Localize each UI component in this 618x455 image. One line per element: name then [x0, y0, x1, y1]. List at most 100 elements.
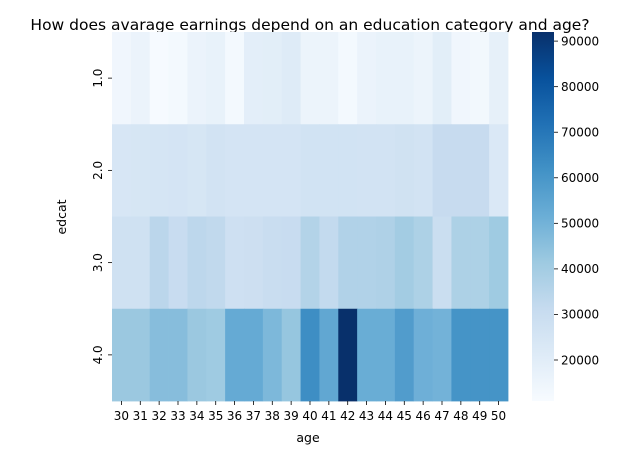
x-tick-label: 48 [453, 409, 468, 423]
x-tick-label: 42 [340, 409, 355, 423]
heatmap-cell [206, 124, 226, 217]
heatmap-cell [187, 308, 207, 402]
heatmap-cell [319, 32, 339, 125]
heatmap-cell [225, 216, 245, 310]
heatmap-cell [187, 32, 207, 125]
heatmap-cell [130, 124, 151, 217]
colorbar-tick-label: 40000 [561, 262, 599, 276]
heatmap-cell [281, 32, 301, 125]
heatmap-cell [338, 308, 358, 402]
heatmap-cell [376, 216, 396, 310]
x-tick-label: 36 [227, 409, 242, 423]
heatmap-cell [244, 216, 264, 310]
heatmap-cell [149, 216, 169, 310]
heatmap-cell [262, 124, 283, 217]
heatmap-cell [206, 216, 226, 310]
heatmap-cell [112, 32, 132, 125]
x-tick-label: 49 [472, 409, 487, 423]
heatmap-cell [489, 124, 509, 217]
heatmap-cell [206, 308, 226, 402]
colorbar-tick-label: 20000 [561, 353, 599, 367]
heatmap-cell [244, 124, 264, 217]
chart-title: How does avarage earnings depend on an e… [30, 16, 589, 34]
x-tick-label: 30 [114, 409, 129, 423]
heatmap-cell [244, 308, 264, 402]
heatmap-cell [432, 216, 452, 310]
heatmap-cell [489, 32, 509, 125]
heatmap-cell [168, 216, 188, 310]
x-tick-label: 38 [265, 409, 280, 423]
x-tick-label: 31 [133, 409, 148, 423]
heatmap-cell [394, 216, 415, 310]
heatmap-cell [338, 32, 358, 125]
heatmap-cell [112, 216, 132, 310]
x-tick-label: 43 [359, 409, 374, 423]
x-tick-label: 45 [397, 409, 412, 423]
heatmap-cell [149, 32, 169, 125]
heatmap-cell [413, 32, 433, 125]
heatmap-cell [187, 124, 207, 217]
x-tick-label: 35 [208, 409, 223, 423]
x-tick-label: 40 [302, 409, 317, 423]
colorbar-ticks: 20000 30000 40000 50000 60000 70000 80000 90000 [554, 34, 599, 367]
y-axis-ticks: 1.0 2.0 3.0 4.0 [91, 69, 112, 364]
heatmap-cell [338, 216, 358, 310]
y-tick-label: 4.0 [91, 345, 105, 364]
heatmap-cell [394, 308, 415, 402]
heatmap-cell [432, 32, 452, 125]
heatmap-cell [281, 124, 301, 217]
heatmap-cell [149, 124, 169, 217]
y-tick-label: 2.0 [91, 161, 105, 180]
heatmap-cell [470, 308, 490, 402]
heatmap-cell [470, 32, 490, 125]
x-tick-label: 32 [152, 409, 167, 423]
heatmap-cell [357, 308, 377, 402]
heatmap-cell [319, 124, 339, 217]
heatmap-cell [300, 124, 320, 217]
heatmap-cell [394, 32, 415, 125]
heatmap-cell [470, 124, 490, 217]
colorbar-tick-label: 60000 [561, 171, 599, 185]
heatmap-cell [168, 32, 188, 125]
heatmap-cell [281, 308, 301, 402]
heatmap-cell [300, 216, 320, 310]
colorbar-tick-label: 70000 [561, 126, 599, 140]
heatmap-cell [413, 124, 433, 217]
heatmap-cell [376, 308, 396, 402]
heatmap-cell [357, 32, 377, 125]
x-tick-label: 37 [246, 409, 261, 423]
heatmap-cell [225, 32, 245, 125]
heatmap-cell [300, 308, 320, 402]
x-tick-label: 44 [378, 409, 393, 423]
x-tick-label: 47 [434, 409, 449, 423]
heatmap-cell [432, 308, 452, 402]
heatmap-cell [244, 32, 264, 125]
heatmap-cell [376, 124, 396, 217]
colorbar-tick-label: 30000 [561, 308, 599, 322]
x-tick-label: 34 [189, 409, 204, 423]
heatmap-cell [451, 308, 471, 402]
heatmap-cell [225, 308, 245, 402]
heatmap-cell [168, 308, 188, 402]
heatmap-cell [225, 124, 245, 217]
heatmap-cell [338, 124, 358, 217]
x-tick-label: 46 [416, 409, 431, 423]
heatmap-cell [413, 308, 433, 402]
heatmap-cell [262, 32, 283, 125]
heatmap-cell [489, 216, 509, 310]
heatmap-cell [357, 216, 377, 310]
heatmap-cell [130, 216, 151, 310]
colorbar-tick-label: 80000 [561, 80, 599, 94]
x-axis-ticks: 30 31 32 33 34 35 36 37 38 39 40 41 42 43 44 45 46 47 48 49… [114, 401, 506, 423]
heatmap-cell [470, 216, 490, 310]
heatmap-cell [130, 32, 151, 125]
x-tick-label: 33 [170, 409, 185, 423]
heatmap-cell [262, 216, 283, 310]
heatmap-cell [130, 308, 151, 402]
heatmap-cell [319, 216, 339, 310]
heatmap-cell [168, 124, 188, 217]
heatmap-cell [451, 216, 471, 310]
heatmap-cell [300, 32, 320, 125]
heatmap-cell [206, 32, 226, 125]
heatmap-cell [112, 308, 132, 402]
